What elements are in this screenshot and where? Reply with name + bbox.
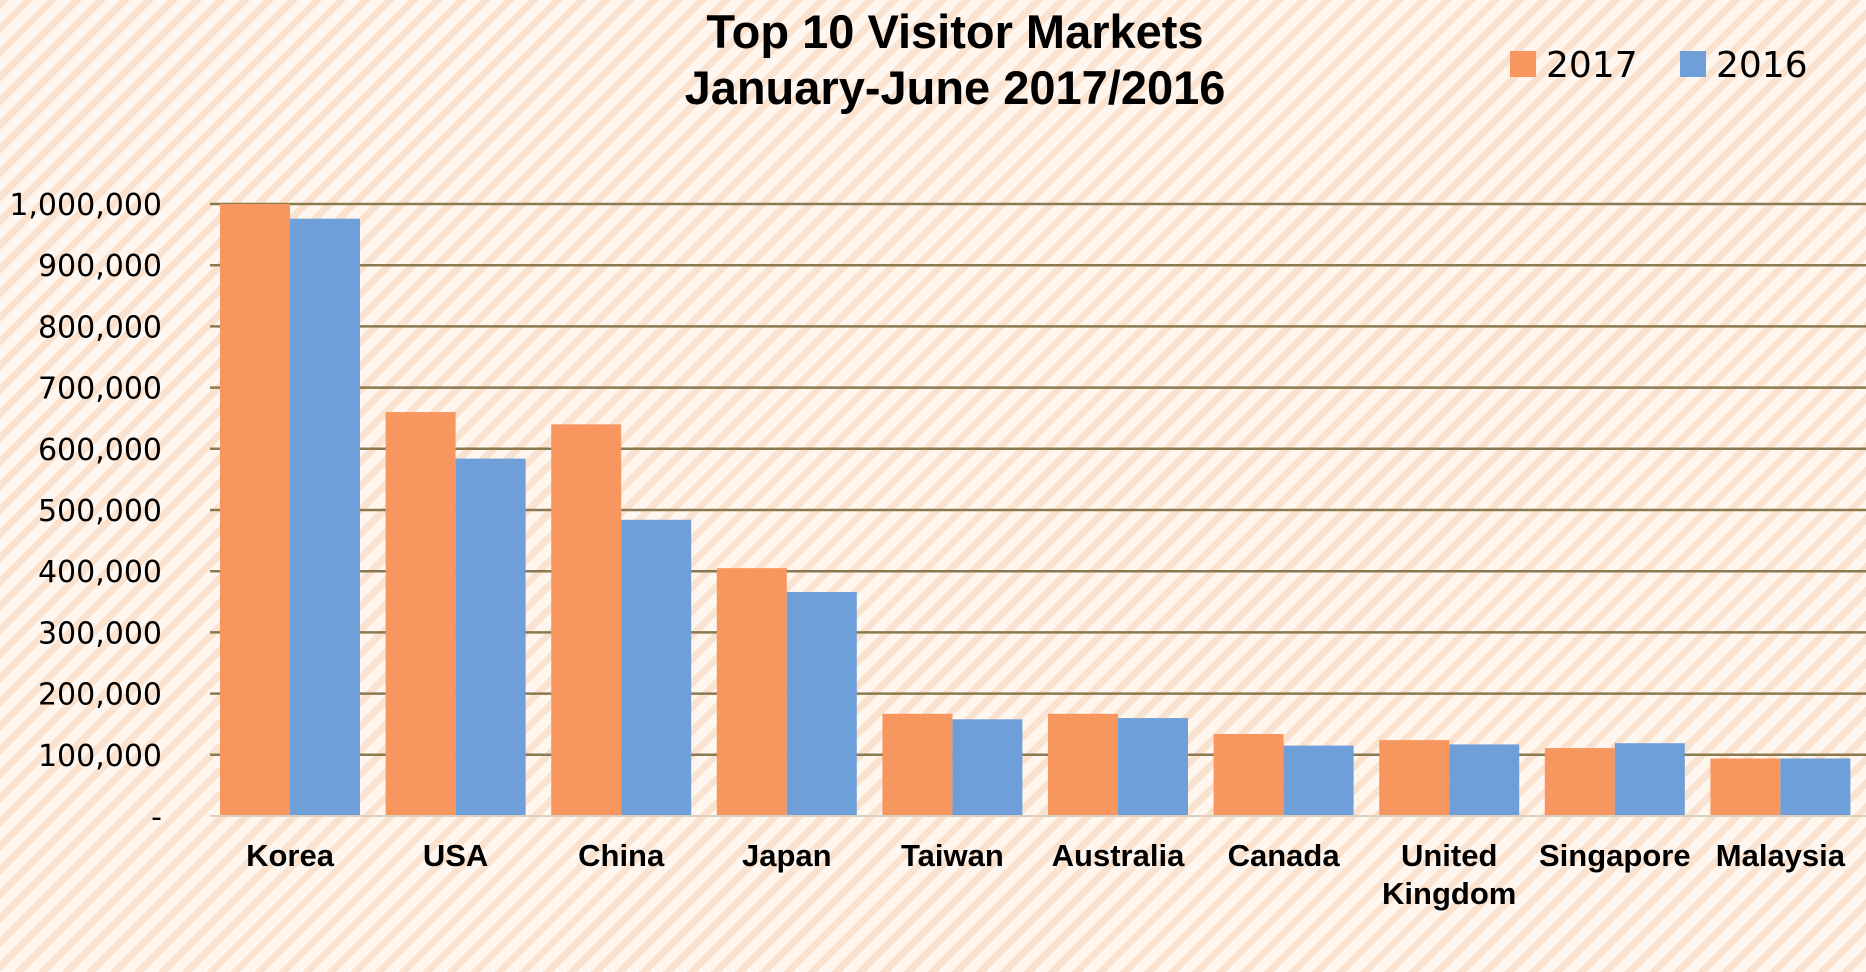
bar-2016-australia (1118, 718, 1188, 816)
y-tick-label: 700,000 (38, 372, 162, 407)
bar-2017-canada (1213, 733, 1284, 816)
x-tick-label: Australia (1052, 838, 1185, 873)
y-tick-label: 600,000 (38, 433, 162, 468)
bar-2016-japan (786, 592, 857, 816)
legend-label-2017: 2017 (1546, 45, 1638, 86)
x-tick-label-line: Malaysia (1716, 838, 1846, 873)
y-tick-label: 500,000 (38, 494, 162, 529)
x-tick-label-line: United (1401, 838, 1497, 873)
bar-2017-korea (220, 204, 290, 816)
y-tick-label: 1,000,000 (9, 188, 162, 223)
x-tick-label-line: Kingdom (1382, 876, 1516, 911)
legend-swatch-2017 (1510, 51, 1536, 77)
chart-title: Top 10 Visitor Markets January-June 2017… (685, 5, 1226, 114)
x-tick-label-line: Canada (1228, 838, 1341, 873)
y-tick-label: 400,000 (38, 555, 162, 590)
x-tick-label: China (578, 838, 665, 873)
bar-2017-australia (1048, 713, 1118, 816)
bar-2016-malaysia (1780, 758, 1851, 816)
x-tick-label: Taiwan (901, 838, 1004, 873)
legend-label-2016: 2016 (1716, 45, 1808, 86)
bar-2016-canada (1283, 745, 1354, 816)
bar-2016-singapore (1614, 743, 1685, 816)
y-tick-label: 300,000 (38, 616, 162, 651)
bar-2016-korea (290, 218, 360, 817)
x-tick-label-line: Japan (742, 838, 832, 873)
legend-swatch-2016 (1680, 51, 1706, 77)
bars (220, 204, 1851, 817)
x-tick-label-line: Australia (1052, 838, 1185, 873)
bar-2017-japan (716, 568, 787, 816)
y-tick-label: 800,000 (38, 310, 162, 345)
x-tick-label: United Kingdom (1382, 838, 1516, 911)
bar-2017-china (551, 424, 622, 816)
bar-2017-singapore (1544, 748, 1615, 816)
bar-2017-usa (385, 412, 456, 816)
y-tick-label: 100,000 (38, 739, 162, 774)
x-tick-label-line: China (578, 838, 665, 873)
x-axis-tick-labels: Korea USA China Japan Taiwan Australia Canada U… (246, 838, 1846, 911)
x-tick-label: Korea (246, 838, 335, 873)
x-tick-label-line: Taiwan (901, 838, 1004, 873)
x-tick-label: Singapore (1539, 838, 1691, 873)
bar-2017-malaysia (1710, 758, 1781, 816)
x-tick-label: USA (423, 838, 488, 873)
bar-2016-usa (455, 458, 526, 816)
chart-title-line-1: Top 10 Visitor Markets (706, 5, 1203, 58)
x-tick-label-line: USA (423, 838, 488, 873)
x-tick-label: Japan (742, 838, 832, 873)
bar-2017-taiwan (882, 713, 953, 816)
x-tick-label: Canada (1228, 838, 1341, 873)
y-tick-label: - (151, 800, 162, 835)
x-tick-label: Malaysia (1716, 838, 1846, 873)
y-axis-tick-labels: - 100,000 200,000 300,000 400,000 500,000 600,… (9, 188, 162, 835)
x-tick-label-line: Korea (246, 838, 335, 873)
x-tick-label-line: Singapore (1539, 838, 1691, 873)
bar-2017-united-kingdom (1379, 740, 1450, 816)
y-tick-label: 200,000 (38, 678, 162, 713)
bar-2016-united-kingdom (1449, 744, 1520, 816)
y-tick-label: 900,000 (38, 249, 162, 284)
bar-2016-china (621, 519, 692, 816)
bar-2016-taiwan (952, 719, 1023, 816)
legend: 2017 2016 (1510, 45, 1808, 86)
chart-title-line-2: January-June 2017/2016 (685, 61, 1226, 114)
